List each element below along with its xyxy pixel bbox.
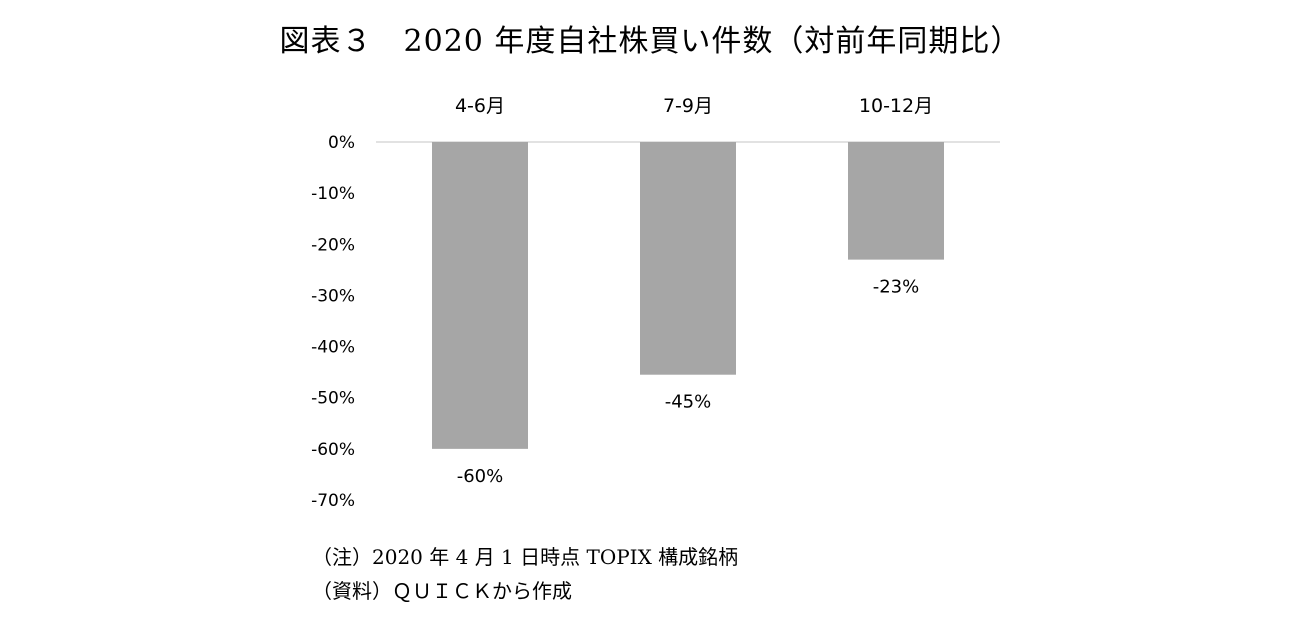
data-label: -60%: [457, 466, 504, 487]
y-tick-label: 0%: [328, 133, 355, 153]
note-text: （注）2020 年 4 月 1 日時点 TOPIX 構成銘柄: [312, 545, 739, 569]
category-label: 4-6月: [455, 95, 505, 117]
data-label: -23%: [873, 277, 920, 298]
bar: [640, 142, 736, 375]
y-tick-label: -30%: [311, 286, 355, 306]
source-text: （資料）ＱＵＩＣＫから作成: [312, 579, 572, 603]
y-tick-label: -70%: [311, 491, 355, 511]
chart-notes: （注）2020 年 4 月 1 日時点 TOPIX 構成銘柄 （資料）ＱＵＩＣＫ…: [312, 540, 738, 608]
bar: [432, 142, 528, 449]
y-tick-label: -10%: [311, 184, 355, 204]
bar: [848, 142, 944, 260]
y-tick-label: -60%: [311, 440, 355, 460]
data-label: -45%: [665, 392, 712, 413]
category-label: 7-9月: [663, 95, 713, 117]
y-tick-label: -40%: [311, 338, 355, 358]
y-tick-label: -50%: [311, 389, 355, 409]
category-label: 10-12月: [859, 95, 933, 117]
y-tick-label: -20%: [311, 235, 355, 255]
chart-title: 図表３ 2020 年度自社株買い件数（対前年同期比）: [279, 24, 1022, 59]
